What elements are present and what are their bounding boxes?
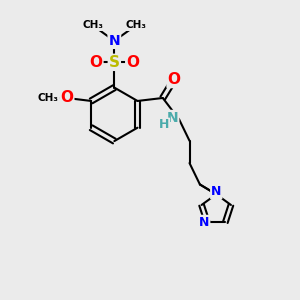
Text: CH₃: CH₃	[125, 20, 146, 31]
Text: N: N	[211, 185, 221, 198]
Text: O: O	[60, 91, 73, 106]
Text: S: S	[109, 55, 120, 70]
Text: O: O	[168, 72, 181, 87]
Text: CH₃: CH₃	[82, 20, 103, 31]
Text: N: N	[109, 34, 120, 48]
Text: O: O	[126, 55, 139, 70]
Text: CH₃: CH₃	[38, 93, 59, 103]
Text: O: O	[89, 55, 102, 70]
Text: N: N	[199, 216, 209, 229]
Text: N: N	[167, 111, 178, 125]
Text: H: H	[159, 118, 169, 131]
